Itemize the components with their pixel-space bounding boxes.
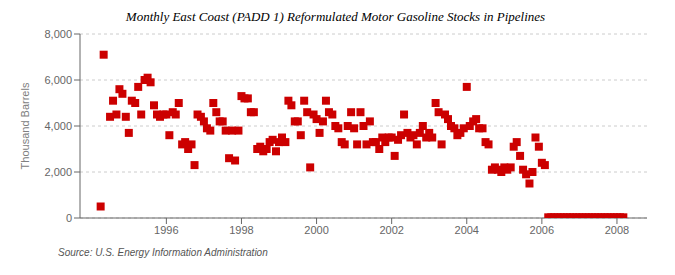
svg-text:0: 0 [66, 212, 72, 224]
svg-text:8,000: 8,000 [44, 28, 72, 40]
svg-text:2004: 2004 [455, 224, 479, 236]
svg-text:2000: 2000 [304, 224, 328, 236]
svg-text:Thousand Barrels: Thousand Barrels [19, 82, 31, 169]
html-text:Monthly East Coast (PADD 1) Re: Monthly East Coast (PADD 1) Reformulated… [125, 9, 546, 24]
svg-text:1996: 1996 [154, 224, 178, 236]
svg-text:2006: 2006 [530, 224, 554, 236]
svg-text:4,000: 4,000 [44, 120, 72, 132]
svg-text:6,000: 6,000 [44, 74, 72, 86]
svg-text:2002: 2002 [379, 224, 403, 236]
svg-text:2008: 2008 [605, 224, 629, 236]
svg-text:2,000: 2,000 [44, 166, 72, 178]
svg-text:1998: 1998 [229, 224, 253, 236]
html-text:Source: U.S. Energy Informatio: Source: U.S. Energy Information Administ… [58, 247, 268, 258]
